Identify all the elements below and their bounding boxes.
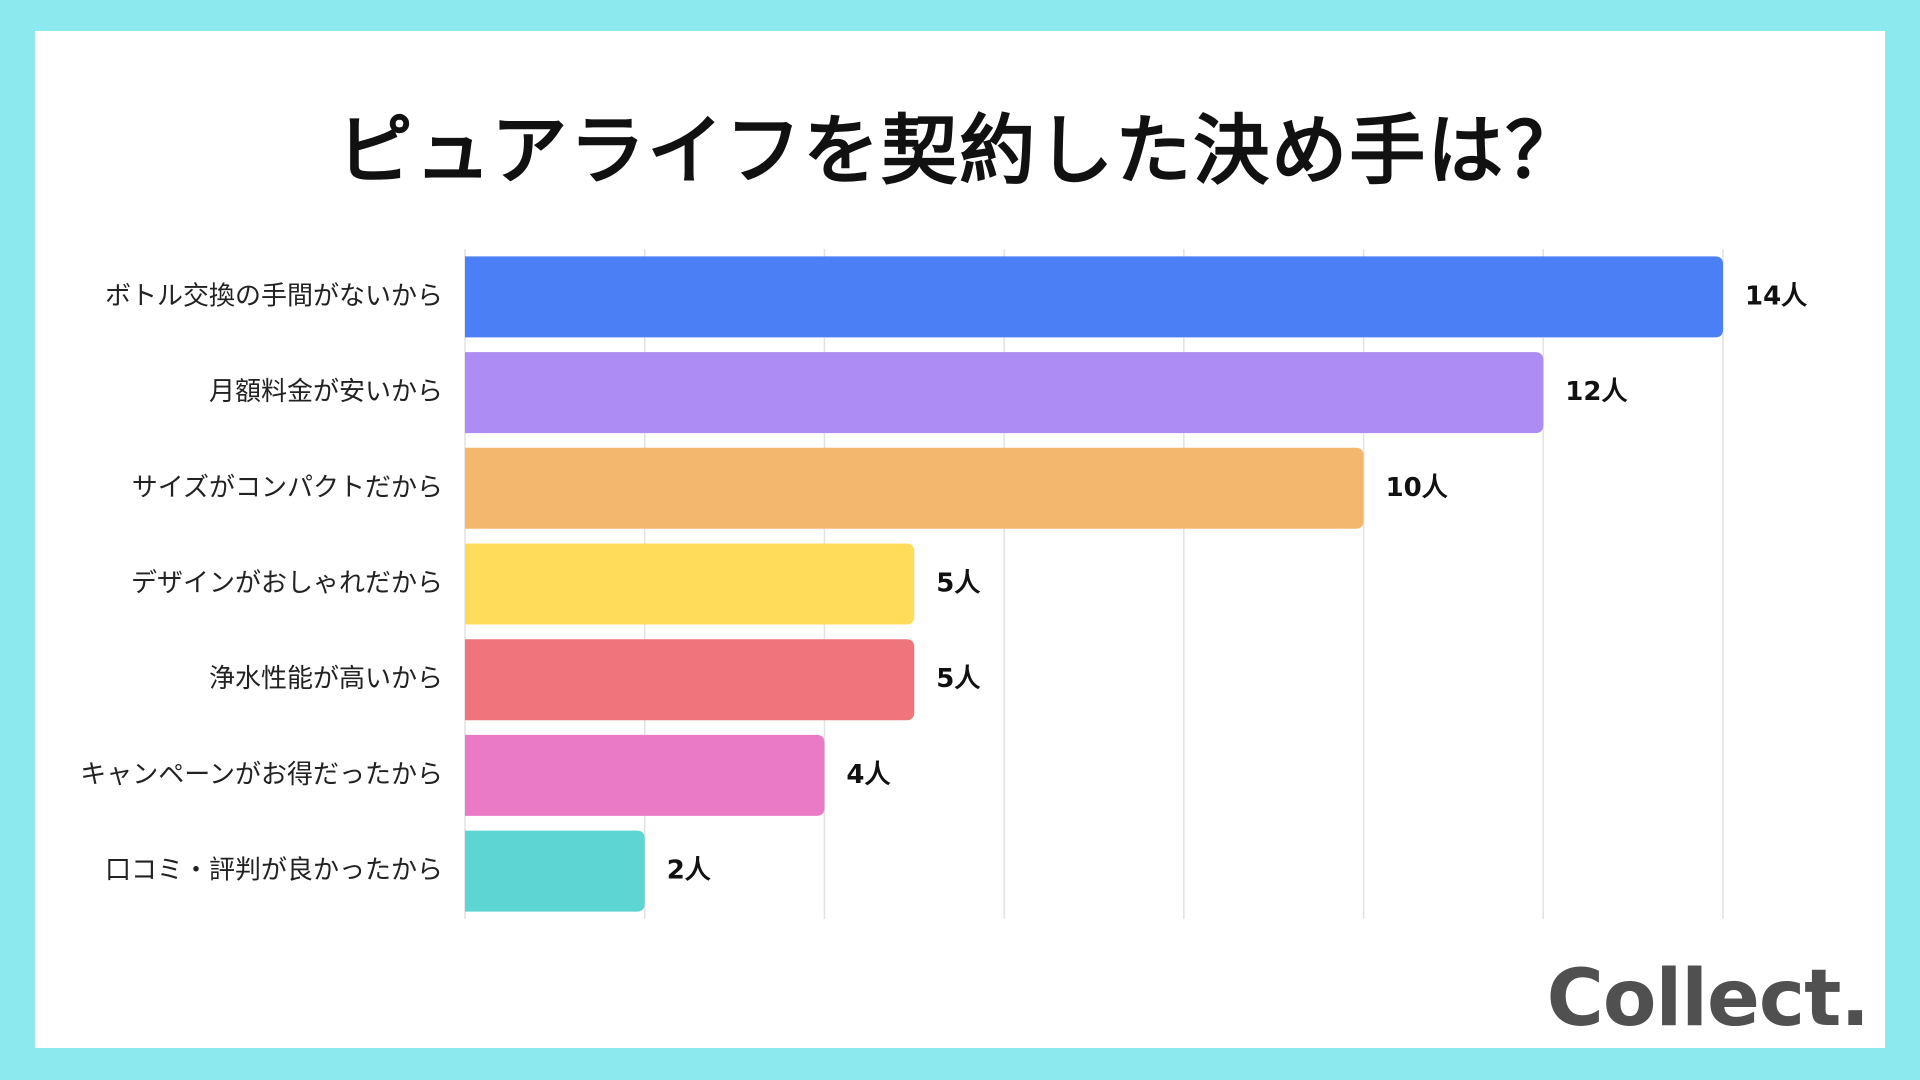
- category-label: 口コミ・評判が良かったから: [105, 856, 443, 886]
- bar: [465, 543, 915, 625]
- bar: [465, 256, 1723, 338]
- chart-card: ピュアライフを契約した決め手は？ ボトル交換の手間がないから 14人月額料金が安い…: [35, 31, 1885, 1048]
- category-label: 月額料金が安いから: [209, 377, 443, 407]
- data-label: 14人: [1745, 281, 1807, 311]
- data-label: 2人: [667, 856, 711, 886]
- bar: [465, 447, 1364, 529]
- bar: [465, 830, 645, 912]
- category-label: デザインがおしゃれだから: [131, 569, 443, 599]
- chart-title: ピュアライフを契約した決め手は？: [336, 106, 1584, 195]
- category-label: サイズがコンパクトだから: [132, 473, 443, 503]
- data-label: 5人: [936, 664, 980, 694]
- collect-logo: Collect.: [1546, 954, 1870, 1044]
- data-label: 4人: [846, 760, 890, 790]
- bar: [465, 734, 825, 816]
- category-label: 浄水性能が高いから: [209, 664, 443, 694]
- bar: [465, 352, 1544, 434]
- bar: [465, 639, 915, 721]
- category-label: キャンペーンがお得だったから: [80, 760, 443, 790]
- data-label: 10人: [1386, 473, 1448, 503]
- data-label: 5人: [936, 569, 980, 599]
- data-label: 12人: [1565, 377, 1627, 407]
- category-label: ボトル交換の手間がないから: [105, 281, 443, 311]
